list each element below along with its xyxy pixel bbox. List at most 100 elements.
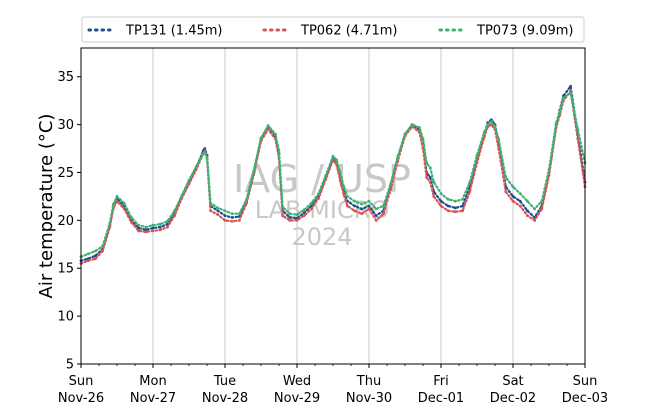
x-tick-date-0: Nov-26 xyxy=(58,391,104,406)
series-2-point xyxy=(526,199,529,203)
series-1-point xyxy=(504,190,508,194)
series-0-point xyxy=(203,147,207,150)
y-tick-label-4: 25 xyxy=(57,166,74,181)
series-1-point xyxy=(374,219,378,222)
series-1-point xyxy=(346,204,349,208)
series-2-point xyxy=(112,202,115,206)
series-2 xyxy=(79,91,587,259)
series-1-point xyxy=(540,207,544,211)
series-0-point xyxy=(151,226,155,230)
series-2-point xyxy=(266,124,270,127)
series-2-point xyxy=(454,199,457,203)
series-1-point xyxy=(454,210,457,214)
legend-item-2: TP073 (9.09m) xyxy=(438,24,573,39)
series-0-point xyxy=(353,204,356,208)
series-0-point xyxy=(360,207,364,211)
series-1-point xyxy=(266,127,270,131)
series-2-point xyxy=(346,195,349,198)
series-2-point xyxy=(151,223,155,227)
series-0-point xyxy=(428,175,432,179)
series-2-point xyxy=(158,222,162,226)
series-2-point xyxy=(493,125,497,128)
series-1-point xyxy=(310,207,313,211)
series-2-point xyxy=(540,199,544,203)
legend-label-2: TP073 (9.09m) xyxy=(476,24,573,39)
series-1-point xyxy=(238,219,241,222)
series-1-point xyxy=(367,207,371,211)
series-1-point xyxy=(288,219,292,222)
series-1-point xyxy=(461,209,464,213)
series-1-point xyxy=(94,257,97,261)
series-1-point xyxy=(425,175,428,179)
series-2-point xyxy=(281,205,284,209)
series-2-point xyxy=(302,208,306,212)
series-2-point xyxy=(342,185,346,189)
series-1-point xyxy=(101,249,104,253)
series-2-point xyxy=(130,216,133,219)
series-0-point xyxy=(439,199,443,203)
series-0-point xyxy=(223,214,227,218)
y-tick-label-5: 30 xyxy=(57,118,74,133)
series-2-point xyxy=(194,165,198,169)
series-2-point xyxy=(324,174,328,177)
series-2-point xyxy=(562,96,565,100)
series-1-point xyxy=(173,214,177,218)
series-1-point xyxy=(533,219,536,222)
y-tick-label-1: 10 xyxy=(57,310,74,325)
x-tick-date-2: Nov-28 xyxy=(202,391,248,406)
series-1-point xyxy=(295,219,299,222)
series-1-point xyxy=(122,207,126,211)
series-1-point xyxy=(360,212,364,216)
series-1-point xyxy=(115,199,119,203)
y-tick-label-3: 20 xyxy=(57,214,74,229)
series-2-point xyxy=(203,151,207,154)
series-0-point xyxy=(295,217,299,220)
series-0-point xyxy=(310,204,313,208)
series-1-point xyxy=(511,199,515,203)
series-2-point xyxy=(180,194,184,197)
series-2-point xyxy=(428,166,432,170)
series-2-point xyxy=(331,154,335,158)
legend-item-0: TP131 (1.45m) xyxy=(87,24,222,39)
series-2-point xyxy=(547,168,551,172)
x-tick-day-0: Sun xyxy=(69,374,94,389)
x-tick-date-1: Nov-27 xyxy=(130,391,176,406)
series-2-point xyxy=(497,137,500,141)
series-2-point xyxy=(558,110,562,114)
series-2-point xyxy=(374,207,378,211)
series-1-point xyxy=(518,204,522,208)
watermark-line-0: IAG / USP xyxy=(233,157,411,201)
series-1-point xyxy=(302,214,306,218)
y-axis-label: Air temperature (°C) xyxy=(36,114,57,299)
series-2-point xyxy=(432,180,436,184)
series-2-point xyxy=(335,158,338,162)
series-0-point xyxy=(569,84,572,88)
series-0-point xyxy=(454,206,457,210)
series-1-point xyxy=(353,209,356,213)
series-2-point xyxy=(446,197,450,201)
series-line-2 xyxy=(79,91,587,258)
y-axis: 5 10 15 20 25 30 35 xyxy=(57,70,81,373)
x-tick-day-3: Wed xyxy=(283,374,311,389)
legend-label-1: TP062 (4.71m) xyxy=(300,24,397,39)
series-1-point xyxy=(428,180,432,184)
series-1-point xyxy=(151,229,155,233)
series-1-point xyxy=(317,196,320,200)
series-2-point xyxy=(360,202,364,206)
y-tick-label-6: 35 xyxy=(57,70,74,85)
series-2-point xyxy=(259,136,263,140)
series-0-point xyxy=(230,216,234,219)
series-0-point xyxy=(216,209,220,213)
series-2-point xyxy=(482,130,486,134)
series-2-point xyxy=(288,212,292,216)
series-1-point xyxy=(490,123,493,126)
x-tick-day-4: Thu xyxy=(356,374,381,389)
series-1-point xyxy=(576,137,580,141)
series-0-point xyxy=(518,199,522,203)
series-2-point xyxy=(475,153,479,157)
series-1-point xyxy=(86,259,90,262)
series-2-point xyxy=(295,213,299,217)
series-0-point xyxy=(367,204,371,208)
series-2-point xyxy=(461,197,464,201)
